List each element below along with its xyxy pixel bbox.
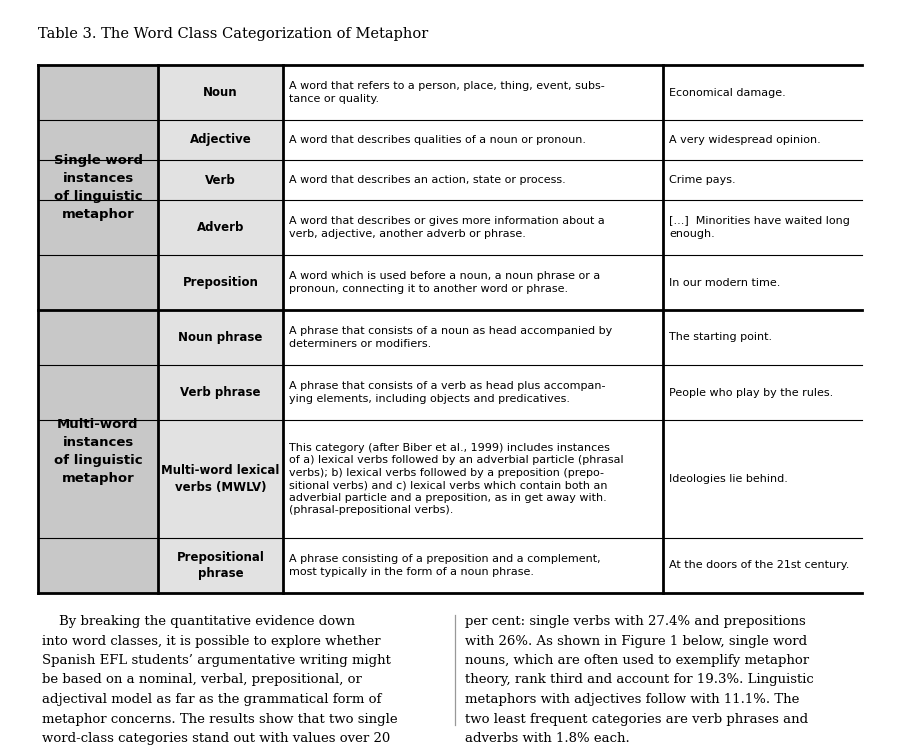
Text: Noun: Noun	[203, 86, 238, 99]
Text: Noun phrase: Noun phrase	[178, 331, 263, 344]
Text: [...]  Minorities have waited long
enough.: [...] Minorities have waited long enough…	[669, 216, 850, 239]
Text: A word that describes an action, state or process.: A word that describes an action, state o…	[289, 175, 566, 185]
Text: Multi-word lexical
verbs (MWLV): Multi-word lexical verbs (MWLV)	[161, 464, 280, 494]
Bar	[38, 310, 158, 593]
Text: A phrase consisting of a preposition and a complement,
most typically in the for: A phrase consisting of a preposition and…	[289, 554, 600, 577]
Text: A very widespread opinion.: A very widespread opinion.	[669, 135, 821, 145]
Text: A phrase that consists of a verb as head plus accompan-
ying elements, including: A phrase that consists of a verb as head…	[289, 381, 606, 404]
Text: By breaking the quantitative evidence down
into word classes, it is possible to : By breaking the quantitative evidence do…	[42, 615, 398, 745]
Text: per cent: single verbs with 27.4% and prepositions
with 26%. As shown in Figure : per cent: single verbs with 27.4% and pr…	[465, 615, 814, 745]
Bar	[158, 120, 283, 160]
Text: A word that describes or gives more information about a
verb, adjective, another: A word that describes or gives more info…	[289, 216, 605, 239]
Text: Verb phrase: Verb phrase	[180, 386, 261, 399]
Text: Crime pays.: Crime pays.	[669, 175, 735, 185]
Text: In our modern time.: In our modern time.	[669, 278, 780, 288]
Text: Adjective: Adjective	[190, 134, 251, 146]
Bar	[158, 365, 283, 420]
Text: A word that describes qualities of a noun or pronoun.: A word that describes qualities of a nou…	[289, 135, 586, 145]
Text: Preposition: Preposition	[183, 276, 258, 289]
Text: People who play by the rules.: People who play by the rules.	[669, 387, 833, 397]
Bar	[158, 310, 283, 365]
Bar	[38, 65, 158, 310]
Bar	[158, 65, 283, 120]
Text: Prepositional
phrase: Prepositional phrase	[176, 551, 265, 580]
Text: Economical damage.: Economical damage.	[669, 88, 786, 97]
Bar	[38, 65, 862, 593]
Bar	[158, 255, 283, 310]
Text: Verb: Verb	[205, 174, 236, 186]
Text: The starting point.: The starting point.	[669, 332, 772, 343]
Bar	[158, 538, 283, 593]
Text: This category (after Biber et al., 1999) includes instances
of a) lexical verbs : This category (after Biber et al., 1999)…	[289, 443, 624, 515]
Text: Multi-word
instances
of linguistic
metaphor: Multi-word instances of linguistic metap…	[54, 418, 142, 485]
Bar	[158, 160, 283, 200]
Text: Table 3. The Word Class Categorization of Metaphor: Table 3. The Word Class Categorization o…	[38, 27, 428, 41]
Bar	[158, 420, 283, 538]
Text: Single word
instances
of linguistic
metaphor: Single word instances of linguistic meta…	[53, 154, 142, 221]
Text: A word which is used before a noun, a noun phrase or a
pronoun, connecting it to: A word which is used before a noun, a no…	[289, 271, 600, 294]
Text: Adverb: Adverb	[197, 221, 244, 234]
Text: A phrase that consists of a noun as head accompanied by
determiners or modifiers: A phrase that consists of a noun as head…	[289, 326, 612, 349]
Text: At the doors of the 21st century.: At the doors of the 21st century.	[669, 560, 850, 571]
Text: Ideologies lie behind.: Ideologies lie behind.	[669, 474, 788, 484]
Text: A word that refers to a person, place, thing, event, subs-
tance or quality.: A word that refers to a person, place, t…	[289, 82, 605, 103]
Bar	[158, 200, 283, 255]
